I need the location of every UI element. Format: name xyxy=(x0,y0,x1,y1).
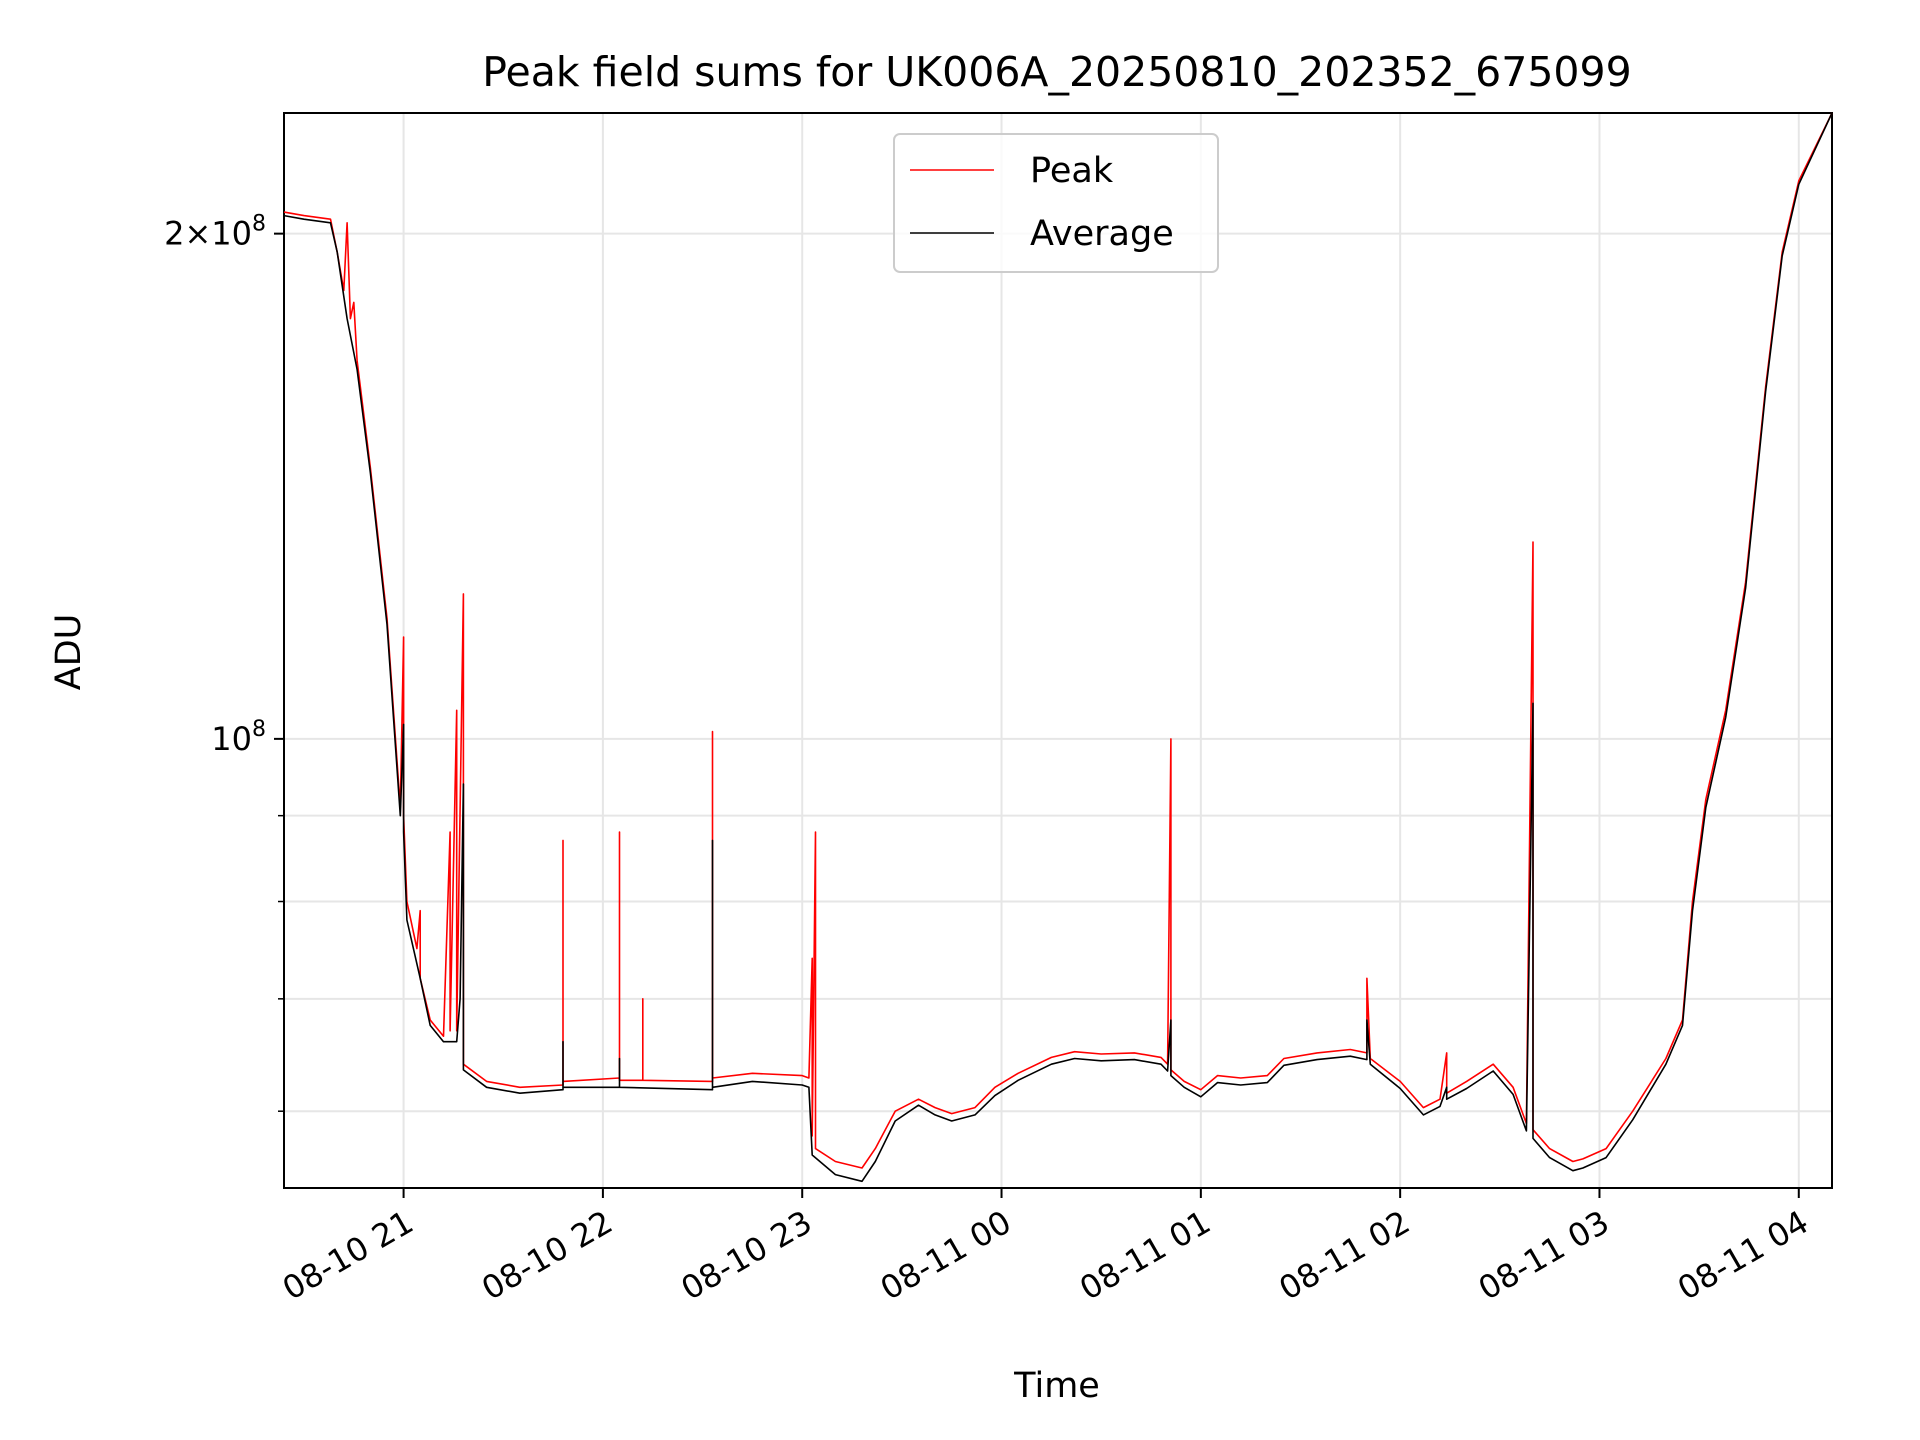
grid xyxy=(284,113,1832,1188)
legend-peak-label: Peak xyxy=(1030,151,1114,191)
x-tick-label: 08-10 23 xyxy=(675,1203,819,1308)
chart-title: Peak field sums for UK006A_20250810_2023… xyxy=(482,48,1631,96)
x-axis-label: Time xyxy=(1013,1366,1100,1406)
legend-average-label: Average xyxy=(1030,214,1174,254)
x-tick-label: 08-10 22 xyxy=(475,1203,619,1308)
series-line-average xyxy=(283,112,1833,1183)
series-layer xyxy=(283,112,1833,1183)
x-tick-label: 08-11 00 xyxy=(874,1203,1018,1308)
x-tick-label: 08-11 03 xyxy=(1472,1203,1616,1308)
y-axis-label: ADU xyxy=(49,614,89,691)
y-tick-label: 108 xyxy=(211,717,266,758)
ticks: 08-10 21 08-10 22 08-10 23 08-11 00 08-11 01… xyxy=(164,212,1815,1308)
x-tick-label: 08-11 02 xyxy=(1273,1203,1417,1308)
plot-area xyxy=(283,112,1833,1189)
x-tick-label: 08-11 01 xyxy=(1073,1203,1217,1308)
x-tick-label: 08-11 04 xyxy=(1671,1203,1815,1308)
legend: Peak Average xyxy=(893,133,1219,273)
x-tick-label: 08-10 21 xyxy=(276,1203,420,1308)
y-tick-label: 2×108 xyxy=(164,212,266,253)
legend-box xyxy=(893,133,1219,273)
